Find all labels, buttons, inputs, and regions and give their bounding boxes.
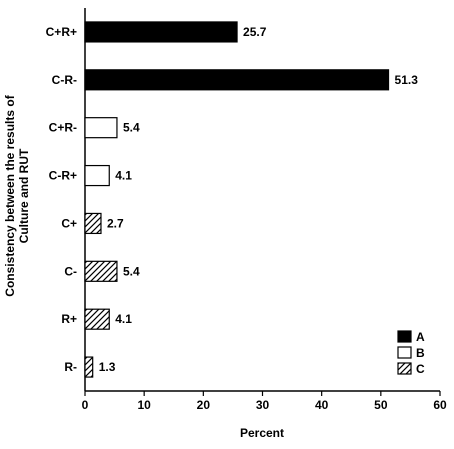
legend: ABC bbox=[397, 330, 425, 376]
x-tick-label: 30 bbox=[256, 398, 270, 412]
y-tick-label: C+ bbox=[61, 216, 77, 230]
y-axis-title: Consistency between the results of Cultu… bbox=[3, 94, 31, 296]
bar bbox=[84, 21, 238, 43]
y-tick-label: R+ bbox=[61, 312, 77, 326]
y-tick-label: C+R- bbox=[49, 121, 77, 135]
x-axis-ticks: 0 10 20 30 40 50 60 bbox=[82, 391, 447, 412]
y-tick-label: C-R+ bbox=[49, 169, 77, 183]
bar bbox=[84, 69, 390, 91]
data-label: 5.4 bbox=[123, 264, 140, 278]
bar bbox=[84, 117, 118, 139]
bar bbox=[84, 164, 110, 187]
bar bbox=[84, 260, 118, 282]
bar bbox=[84, 356, 94, 378]
y-tick-label: C-R- bbox=[52, 73, 77, 87]
data-label: 4.1 bbox=[115, 312, 132, 326]
x-tick-label: 10 bbox=[137, 398, 151, 412]
x-tick-label: 60 bbox=[433, 398, 447, 412]
x-tick-label: 20 bbox=[197, 398, 211, 412]
data-label: 2.7 bbox=[107, 216, 124, 230]
data-label: 25.7 bbox=[243, 25, 267, 39]
legend-swatch bbox=[397, 362, 412, 375]
data-label: 4.1 bbox=[115, 169, 132, 183]
x-tick-label: 50 bbox=[374, 398, 388, 412]
legend-label: A bbox=[416, 330, 425, 344]
x-tick-label: 40 bbox=[315, 398, 329, 412]
data-label: 1.3 bbox=[99, 360, 116, 374]
legend-label: B bbox=[416, 346, 425, 360]
y-tick-label: R- bbox=[64, 360, 77, 374]
data-label: 5.4 bbox=[123, 121, 140, 135]
x-tick-label: 0 bbox=[82, 398, 89, 412]
legend-swatch bbox=[397, 346, 412, 359]
legend-swatch bbox=[397, 330, 412, 343]
bar bbox=[84, 212, 102, 235]
x-axis-title: Percent bbox=[240, 426, 284, 440]
y-axis-title-line-2: Culture and RUT bbox=[17, 148, 31, 243]
bar bbox=[84, 308, 110, 330]
y-tick-label: C+R+ bbox=[46, 25, 77, 39]
y-axis-title-line-1: Consistency between the results of bbox=[3, 94, 17, 296]
legend-label: C bbox=[416, 362, 425, 376]
bar-series: C+R+ 25.7 C-R- 51.3 C+R- 5.4 C-R+ 4.1 C+ 2.7 C- 5.4… bbox=[46, 21, 419, 378]
y-tick-label: C- bbox=[64, 264, 77, 278]
data-label: 51.3 bbox=[395, 73, 419, 87]
